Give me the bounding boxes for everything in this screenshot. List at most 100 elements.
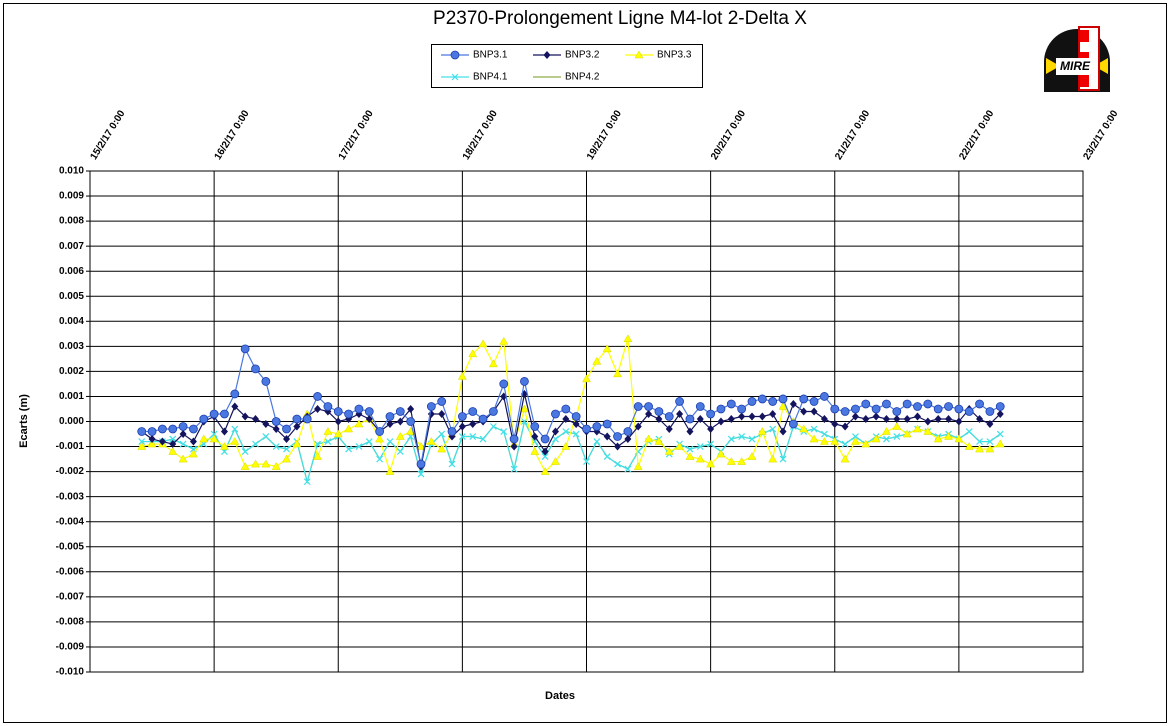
point xyxy=(364,407,374,416)
point xyxy=(240,344,250,354)
point xyxy=(830,404,840,414)
point xyxy=(500,428,508,435)
point xyxy=(975,444,984,453)
point xyxy=(303,478,311,486)
point xyxy=(178,454,188,463)
point xyxy=(406,417,416,426)
point xyxy=(447,427,457,436)
point xyxy=(800,407,808,416)
point xyxy=(438,430,446,438)
point xyxy=(540,467,550,475)
point xyxy=(457,412,467,421)
point xyxy=(334,417,342,426)
y-tick-label: -0.002 xyxy=(56,466,85,477)
point xyxy=(738,433,746,440)
point xyxy=(137,442,147,450)
point xyxy=(210,430,218,438)
point xyxy=(695,454,705,463)
point xyxy=(976,414,984,423)
point xyxy=(933,434,943,443)
point xyxy=(737,404,747,414)
point xyxy=(623,334,633,343)
point xyxy=(457,371,467,380)
point xyxy=(179,440,187,448)
point xyxy=(747,397,757,406)
point xyxy=(292,439,302,448)
point xyxy=(282,454,291,463)
point xyxy=(716,404,726,414)
point xyxy=(562,414,570,423)
point xyxy=(355,443,363,450)
point xyxy=(437,397,447,406)
point xyxy=(282,424,291,434)
point xyxy=(985,407,995,416)
point xyxy=(809,434,819,443)
legend-label: BNP3.1 xyxy=(473,50,508,61)
logo-mark xyxy=(1080,30,1089,42)
point xyxy=(189,424,198,434)
point xyxy=(375,434,385,443)
point xyxy=(426,402,436,411)
point xyxy=(831,420,839,429)
point xyxy=(178,422,188,431)
point xyxy=(489,407,498,416)
x-axis-label: Dates xyxy=(545,690,575,702)
point xyxy=(654,437,664,445)
point xyxy=(158,424,167,434)
y-tick-label: 0.000 xyxy=(59,416,84,427)
point xyxy=(851,437,860,445)
point xyxy=(251,364,260,374)
point xyxy=(706,459,716,468)
y-tick-label: -0.004 xyxy=(56,516,85,527)
point xyxy=(209,434,219,443)
point xyxy=(592,356,602,365)
point xyxy=(543,51,551,59)
point xyxy=(769,409,777,418)
point xyxy=(727,414,735,423)
point xyxy=(986,438,994,445)
point xyxy=(354,404,364,414)
y-tick-label: 0.004 xyxy=(59,316,84,327)
point xyxy=(231,425,239,433)
point xyxy=(654,407,664,416)
point xyxy=(314,404,322,413)
point xyxy=(882,399,891,409)
point xyxy=(551,457,560,465)
point xyxy=(323,402,333,411)
point xyxy=(479,435,487,443)
point xyxy=(986,420,994,429)
point xyxy=(893,433,901,440)
point xyxy=(603,453,611,460)
point xyxy=(251,459,260,468)
point xyxy=(676,409,684,418)
point xyxy=(820,392,829,401)
point xyxy=(614,460,621,468)
point xyxy=(871,434,881,443)
point xyxy=(252,414,259,423)
point xyxy=(944,402,953,411)
point xyxy=(633,462,643,470)
point xyxy=(302,414,312,424)
point xyxy=(407,404,415,413)
point xyxy=(262,433,270,440)
point xyxy=(934,414,942,423)
point xyxy=(220,409,229,419)
point xyxy=(489,423,497,430)
y-tick-label: -0.007 xyxy=(56,591,85,602)
point xyxy=(137,427,147,436)
point xyxy=(551,409,560,419)
point xyxy=(561,442,571,450)
point xyxy=(395,432,405,440)
point xyxy=(706,409,716,419)
point xyxy=(572,430,580,438)
point xyxy=(450,50,460,60)
point xyxy=(530,447,540,455)
point xyxy=(354,419,364,428)
point xyxy=(686,445,694,453)
point xyxy=(602,419,612,429)
point xyxy=(468,349,478,358)
point xyxy=(655,414,663,423)
point xyxy=(386,420,394,429)
point xyxy=(365,438,373,445)
series xyxy=(137,344,1005,469)
